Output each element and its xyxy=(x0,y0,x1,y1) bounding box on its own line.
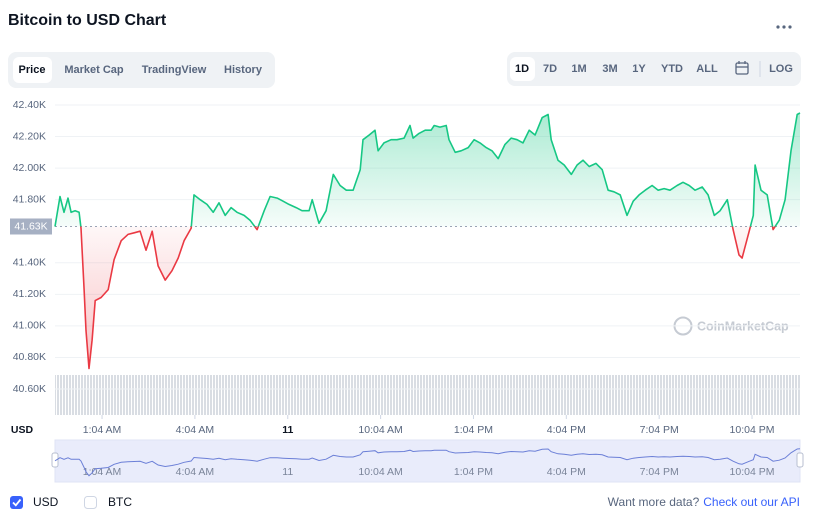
navigator-tick-label: 11 xyxy=(282,466,293,478)
navigator[interactable] xyxy=(54,439,801,483)
range-button[interactable]: 1M xyxy=(571,63,586,75)
y-tick-label: 40.60K xyxy=(13,383,46,395)
navigator-tick-label: 4:04 AM xyxy=(176,466,215,478)
log-button[interactable]: LOG xyxy=(769,63,793,75)
navigator-tick-label: 10:04 PM xyxy=(730,466,775,478)
range-button[interactable]: 7D xyxy=(543,63,557,75)
api-link[interactable]: Check out our API xyxy=(703,495,800,509)
tab[interactable]: Market Cap xyxy=(64,64,124,76)
tab[interactable]: TradingView xyxy=(142,64,207,76)
range-active-bg xyxy=(510,57,535,81)
area-fill xyxy=(55,112,800,369)
title: Bitcoin to USD Chart xyxy=(8,12,167,29)
navigator-tick-label: 1:04 PM xyxy=(454,466,493,478)
navigator-tick-label: 7:04 PM xyxy=(640,466,679,478)
legend-label[interactable]: USD xyxy=(33,495,59,509)
navigator-tick-label: 1:04 AM xyxy=(83,466,122,478)
range-button[interactable]: 1Y xyxy=(632,63,646,75)
y-tick-label: 40.80K xyxy=(13,351,46,363)
y-tick-label: 41.00K xyxy=(13,320,46,332)
x-tick-label: 10:04 AM xyxy=(358,424,402,436)
y-tick-label: 42.00K xyxy=(13,162,46,174)
y-tick-label: 42.20K xyxy=(13,130,46,142)
x-tick-label: 11 xyxy=(282,424,293,436)
navigator-tick-label: 4:04 PM xyxy=(547,466,586,478)
baseline-label: 41.63K xyxy=(14,220,47,232)
tab[interactable]: History xyxy=(224,64,263,76)
range-button[interactable]: YTD xyxy=(661,63,683,75)
x-tick-label: 4:04 PM xyxy=(547,424,586,436)
range-button[interactable]: 1D xyxy=(515,63,529,75)
x-tick-label: 1:04 PM xyxy=(454,424,493,436)
y-tick-label: 41.20K xyxy=(13,288,46,300)
y-tick-label: 41.80K xyxy=(13,193,46,205)
currency-label: USD xyxy=(11,424,34,436)
tab-bar xyxy=(8,52,275,88)
range-button[interactable]: ALL xyxy=(696,63,718,75)
api-prompt: Want more data? xyxy=(608,495,700,509)
x-tick-label: 1:04 AM xyxy=(83,424,122,436)
legend-label[interactable]: BTC xyxy=(108,495,132,509)
x-tick-label: 10:04 PM xyxy=(730,424,775,436)
baseline-label-bg xyxy=(10,218,52,235)
navigator-line xyxy=(54,448,801,477)
tab[interactable]: Price xyxy=(19,64,46,76)
volume-band xyxy=(55,375,800,415)
checkbox-checked[interactable] xyxy=(10,496,23,509)
price-line xyxy=(54,112,801,370)
y-tick-label: 42.40K xyxy=(13,99,46,111)
y-tick-label: 41.40K xyxy=(13,257,46,269)
navigator-handle[interactable] xyxy=(51,452,59,468)
x-tick-label: 7:04 PM xyxy=(640,424,679,436)
calendar-icon[interactable] xyxy=(735,61,749,75)
navigator-tick-label: 10:04 AM xyxy=(358,466,402,478)
x-tick-label: 4:04 AM xyxy=(176,424,215,436)
more-menu[interactable] xyxy=(776,25,792,29)
checkbox[interactable] xyxy=(84,496,97,509)
range-button[interactable]: 3M xyxy=(602,63,617,75)
check-icon xyxy=(12,498,22,507)
navigator-handle[interactable] xyxy=(796,452,804,468)
tab-active-bg xyxy=(13,57,52,83)
range-bar xyxy=(507,52,801,86)
